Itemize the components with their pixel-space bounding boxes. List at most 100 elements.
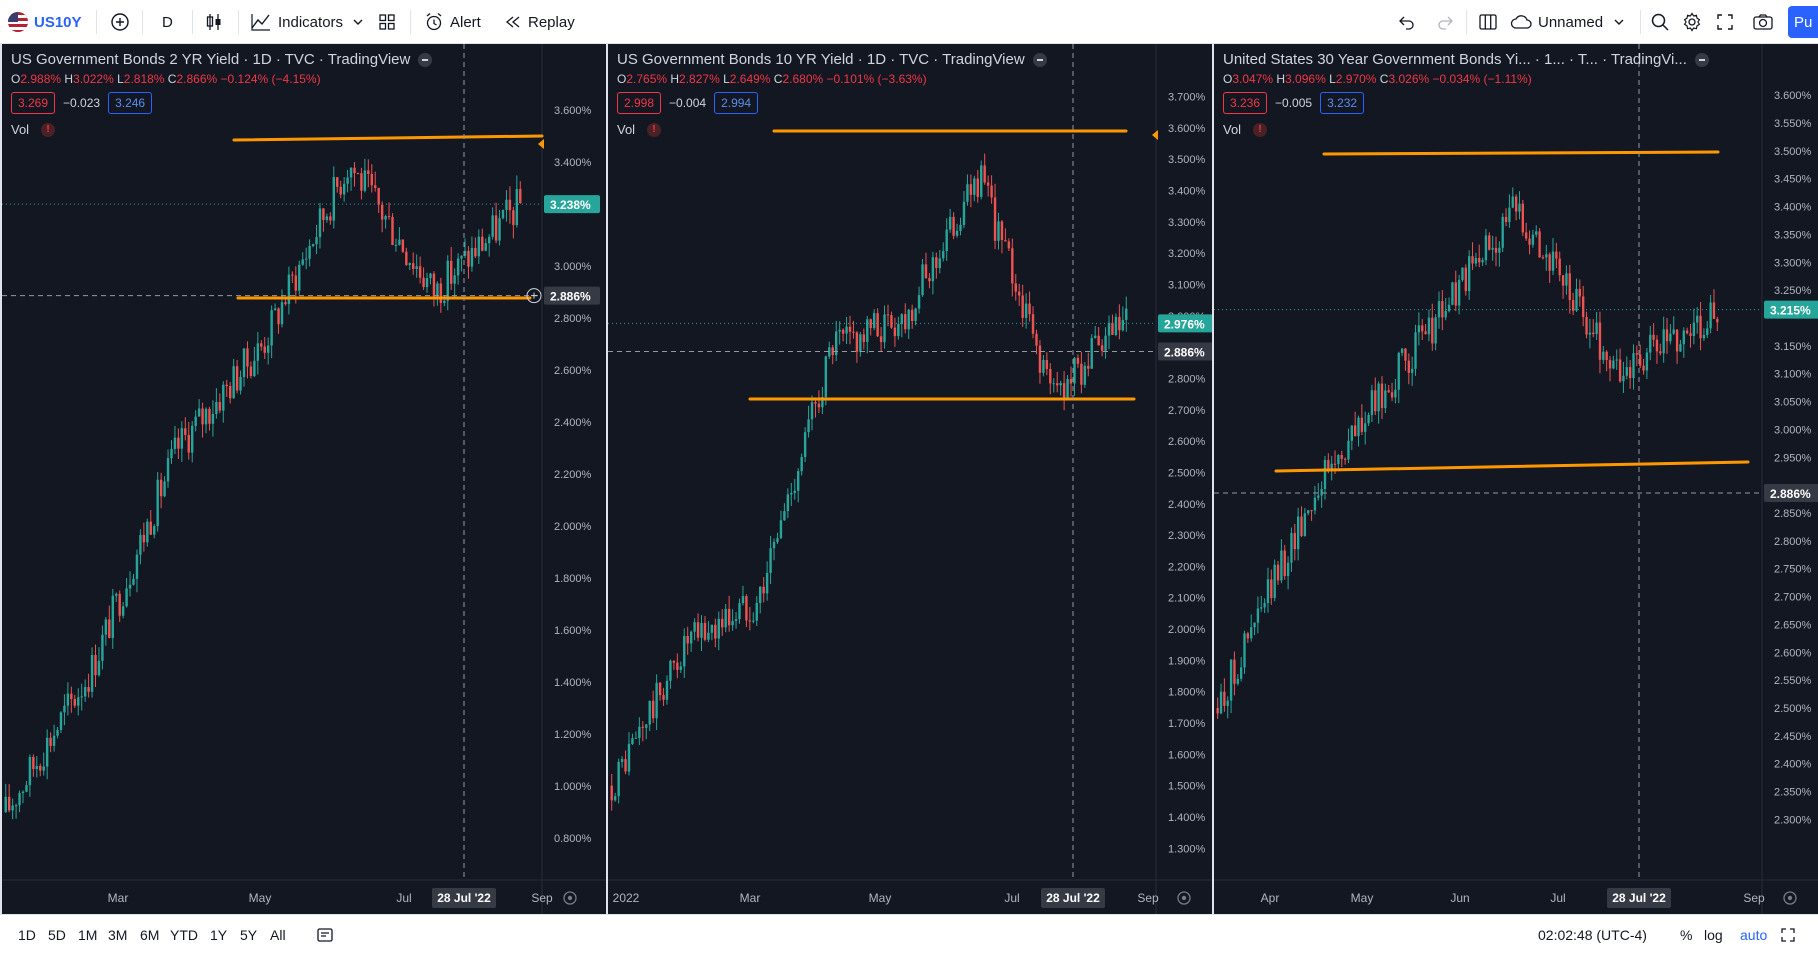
candle-body — [97, 660, 101, 676]
warning-icon[interactable]: ! — [647, 122, 662, 137]
range-button-1m[interactable]: 1M — [78, 927, 98, 943]
price-tick-label: 1.700% — [1168, 718, 1206, 730]
candle-body — [56, 729, 59, 736]
alert-button[interactable]: Alert — [424, 0, 481, 44]
interval-button[interactable]: D — [162, 0, 173, 44]
buy-price-button[interactable]: 3.246 — [108, 92, 153, 114]
axis-settings-icon[interactable] — [1177, 891, 1191, 905]
clock[interactable]: 02:02:48 (UTC-4) — [1538, 915, 1647, 954]
indicators-label: Indicators — [278, 13, 344, 31]
percent-scale-toggle[interactable]: % — [1680, 915, 1692, 954]
candle-body — [1702, 334, 1706, 339]
templates-button[interactable] — [378, 0, 396, 44]
price-chart-10y[interactable]: 3.700% 3.600% 3.500% 3.400% 3.300% 3.200% 3.10… — [608, 44, 1212, 914]
collapse-legend-icon[interactable] — [418, 52, 433, 67]
candle-body — [83, 686, 87, 697]
candle-body — [360, 173, 363, 191]
redo-button[interactable] — [1436, 0, 1454, 44]
symbol-search[interactable]: US10Y — [8, 0, 82, 44]
candle-body — [1511, 196, 1514, 208]
range-button-ytd[interactable]: YTD — [170, 927, 198, 943]
candle-body — [166, 458, 170, 482]
range-button-5y[interactable]: 5Y — [240, 927, 258, 943]
warning-icon[interactable]: ! — [1253, 122, 1268, 137]
undo-button[interactable] — [1398, 0, 1416, 44]
collapse-legend-icon[interactable] — [1694, 52, 1709, 67]
candle-body — [484, 243, 487, 251]
range-button-3m[interactable]: 3M — [108, 927, 128, 943]
indicators-dropdown-button[interactable] — [352, 0, 364, 44]
axis-settings-icon[interactable] — [1783, 891, 1797, 905]
sell-price-button[interactable]: 3.269 — [11, 92, 56, 114]
candle-body — [1360, 417, 1364, 432]
candle-body — [336, 177, 339, 187]
candle-body — [1474, 257, 1478, 264]
range-button-6m[interactable]: 6M — [140, 927, 160, 943]
candle-body — [1461, 267, 1464, 281]
indicators-button[interactable]: Indicators — [250, 0, 343, 44]
goto-date-button[interactable] — [316, 915, 334, 954]
candle-body — [772, 542, 776, 549]
candle-body — [418, 266, 422, 278]
layout-button[interactable] — [1478, 0, 1498, 44]
candle-body — [273, 308, 277, 311]
candle-body — [1280, 550, 1283, 581]
candle-body — [824, 356, 828, 397]
axis-settings-icon[interactable] — [563, 891, 577, 905]
sell-price-button[interactable]: 2.998 — [617, 92, 662, 114]
collapse-legend-icon[interactable] — [1032, 52, 1047, 67]
candle-body — [301, 259, 304, 265]
candle-body — [1692, 322, 1696, 336]
chart-pane-2y[interactable]: 3.600% 3.400% 3.238% 3.000% 2.886% 2.800% 2.60… — [2, 44, 606, 914]
range-button-all[interactable]: All — [270, 927, 286, 943]
time-tick-label: Mar — [740, 891, 761, 905]
candle-body — [443, 300, 446, 303]
buy-price-button[interactable]: 2.994 — [714, 92, 759, 114]
chart-title: US Government Bonds 10 YR Yield · 1D · T… — [617, 51, 1025, 68]
candle-body — [973, 178, 976, 195]
price-chart-2y[interactable]: 3.600% 3.400% 3.238% 3.000% 2.886% 2.800% 2.60… — [2, 44, 606, 914]
range-button-5d[interactable]: 5D — [48, 927, 66, 943]
price-tick-label: 2.000% — [1168, 624, 1206, 636]
price-tick-label: 3.700% — [1168, 92, 1206, 104]
candle-body — [796, 471, 800, 491]
candle-body — [1080, 363, 1083, 385]
chart-pane-30y[interactable]: 3.600% 3.550% 3.500% 3.450% 3.400% 3.350% 3.30… — [1214, 44, 1818, 914]
gear-icon — [1683, 12, 1701, 32]
candle-body — [1273, 564, 1276, 599]
chart-type-button[interactable] — [204, 0, 224, 44]
replay-button[interactable]: Replay — [504, 0, 575, 44]
price-tick-label: 0.800% — [554, 833, 592, 845]
candle-body — [197, 408, 201, 417]
candle-body — [1706, 328, 1709, 335]
price-tick-label: 2.400% — [1168, 499, 1206, 511]
range-button-1y[interactable]: 1Y — [210, 927, 228, 943]
compare-symbol-button[interactable] — [110, 0, 130, 44]
buy-price-button[interactable]: 3.232 — [1320, 92, 1365, 114]
price-chart-30y[interactable]: 3.600% 3.550% 3.500% 3.450% 3.400% 3.350% 3.30… — [1214, 44, 1818, 914]
candle-body — [959, 224, 962, 231]
warning-icon[interactable]: ! — [41, 122, 56, 137]
publish-button[interactable]: Pu — [1788, 6, 1818, 38]
candle-body — [1350, 425, 1353, 441]
search-button[interactable] — [1650, 0, 1670, 44]
log-scale-toggle[interactable]: log — [1704, 915, 1723, 954]
price-tick-label: 3.400% — [1774, 202, 1812, 214]
candle-body — [108, 619, 111, 638]
expand-button[interactable] — [1780, 915, 1796, 954]
candle-body — [769, 548, 772, 573]
sell-price-button[interactable]: 3.236 — [1223, 92, 1268, 114]
fullscreen-button[interactable] — [1716, 0, 1734, 44]
range-button-1d[interactable]: 1D — [18, 927, 36, 943]
settings-button[interactable] — [1682, 0, 1702, 44]
save-layout-button[interactable]: Unnamed — [1510, 0, 1625, 44]
auto-scale-toggle[interactable]: auto — [1740, 915, 1767, 954]
candle-body — [997, 221, 1000, 241]
snapshot-button[interactable] — [1752, 0, 1774, 44]
high-value: 3.022% — [73, 72, 114, 86]
candle-body — [1481, 260, 1484, 263]
candle-body — [401, 239, 405, 252]
candle-body — [149, 521, 152, 535]
chart-pane-10y[interactable]: 3.700% 3.600% 3.500% 3.400% 3.300% 3.200% 3.10… — [608, 44, 1212, 914]
candle-body — [66, 693, 70, 706]
